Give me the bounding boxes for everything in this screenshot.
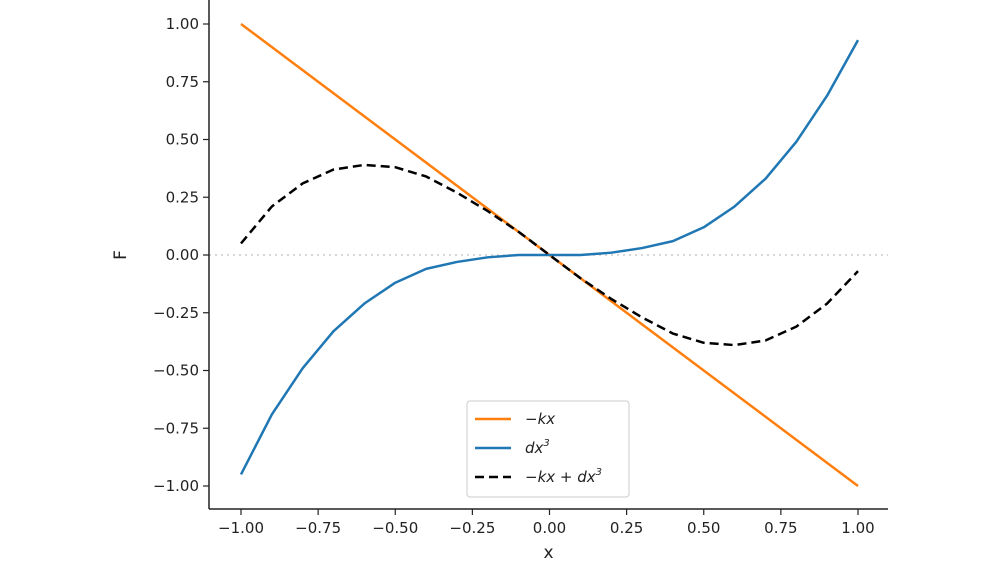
x-tick-label: −0.25 <box>449 519 495 537</box>
legend: −kx dx3 −kx + dx3 <box>466 400 630 498</box>
x-tick-label: −0.75 <box>295 519 341 537</box>
y-tick-label: 0.00 <box>166 246 199 264</box>
series-line-1 <box>239 39 860 476</box>
x-tick-label: 0.50 <box>687 519 720 537</box>
y-ticks: −1.00 −0.75 −0.50 −0.25 0.00 0.25 0.50 0.75 1.00 <box>153 15 209 495</box>
y-tick-label: 0.25 <box>166 188 199 206</box>
legend-label-0: −kx <box>525 410 555 428</box>
y-tick-label: −0.50 <box>153 362 199 380</box>
series-layer <box>239 22 860 488</box>
series-line-2 <box>240 163 859 347</box>
x-tick-label: 0.75 <box>764 519 797 537</box>
x-tick-label: 1.00 <box>841 519 874 537</box>
y-tick-label: −0.25 <box>153 304 199 322</box>
y-axis-label: F <box>111 250 131 260</box>
x-tick-label: 0.25 <box>610 519 643 537</box>
y-tick-label: −0.75 <box>153 419 199 437</box>
x-tick-label: −1.00 <box>218 519 264 537</box>
x-tick-label: 0.00 <box>533 519 566 537</box>
legend-label-2: −kx + dx3 <box>525 467 602 486</box>
legend-label-1: dx3 <box>525 438 550 457</box>
x-tick-label: −0.50 <box>372 519 418 537</box>
legend-box <box>466 400 630 498</box>
x-axis-label: x <box>543 543 553 563</box>
y-tick-label: 0.50 <box>166 131 199 149</box>
y-tick-label: 1.00 <box>166 15 199 33</box>
x-ticks: −1.00 −0.75 −0.50 −0.25 0.00 0.25 0.50 0.75 1.00 <box>218 509 875 537</box>
y-tick-label: 0.75 <box>166 73 199 91</box>
y-tick-label: −1.00 <box>153 477 199 495</box>
